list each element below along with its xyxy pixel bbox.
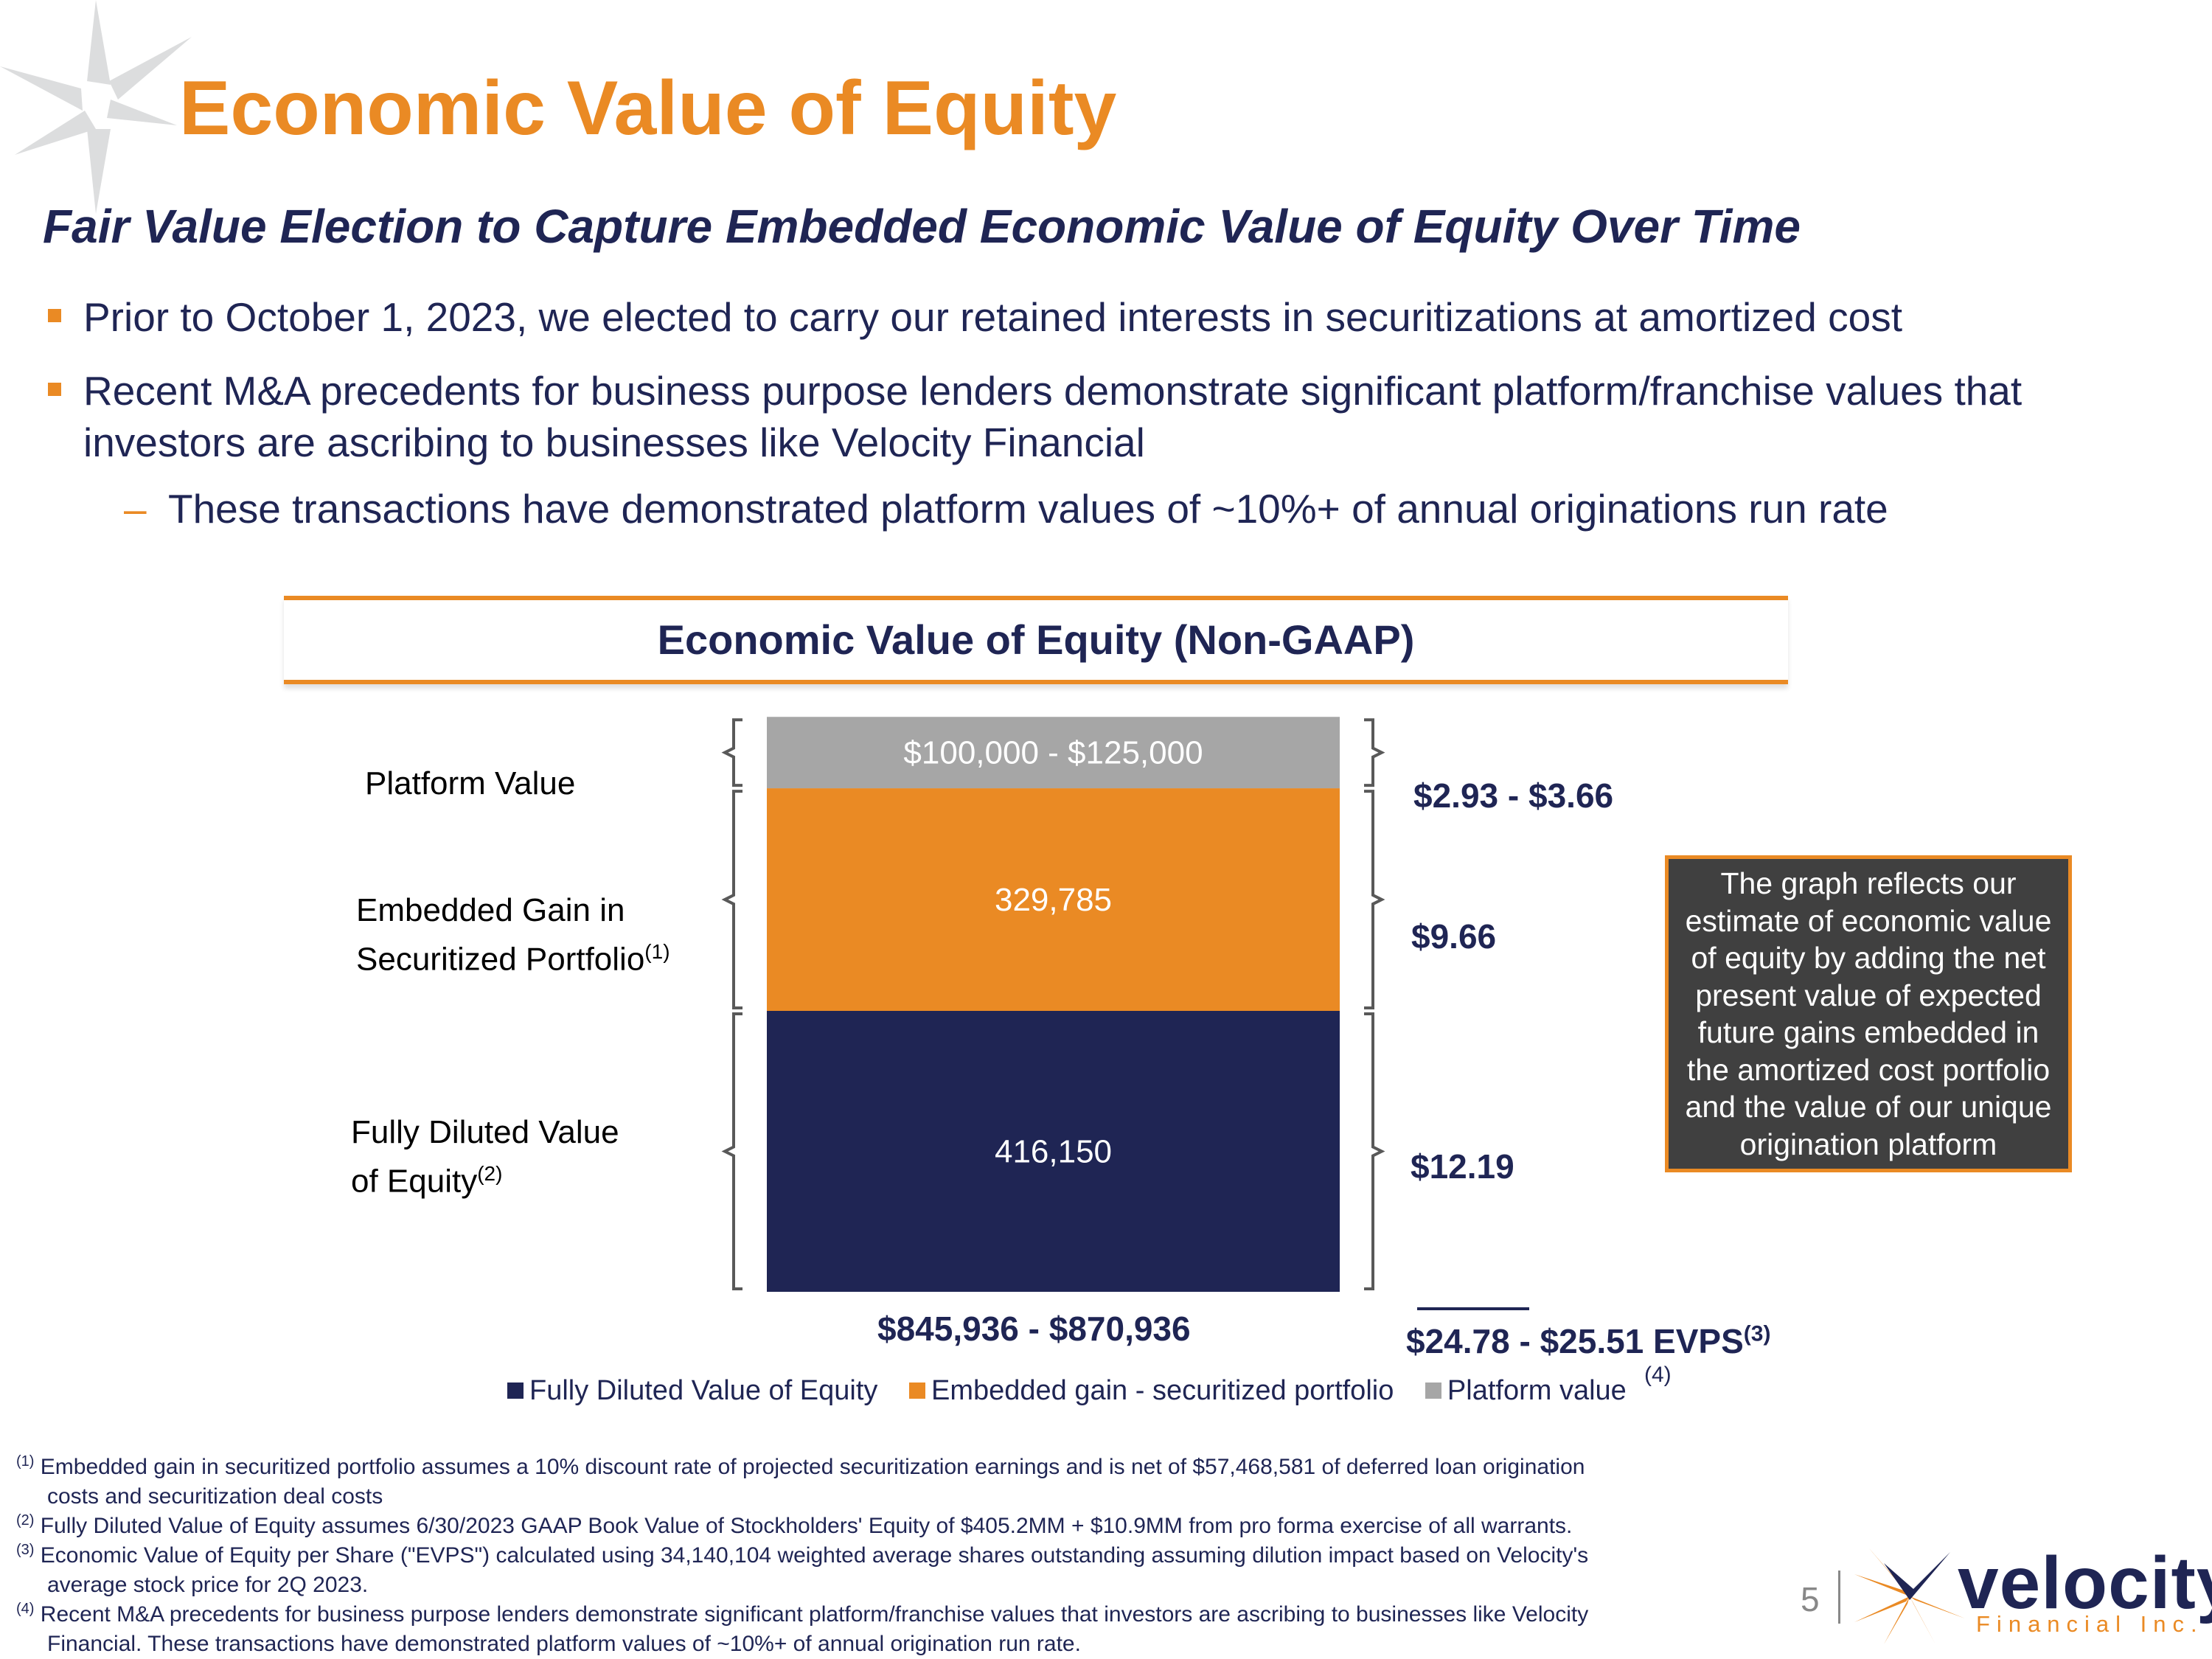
chart-legend: Fully Diluted Value of Equity Embedded g… [507,1374,1650,1407]
row-label-embedded-sup: (1) [644,940,670,963]
legend-label: Platform value [1447,1374,1627,1406]
footnote-text: Recent M&A precedents for business purpo… [40,1602,1589,1627]
row-label-embedded-line1: Embedded Gain in [356,892,625,928]
page-separator [1838,1571,1840,1624]
footnote-text-cont: average stock price for 2Q 2023. [47,1573,369,1597]
evps-sup: (3) [1743,1321,1771,1346]
total-value-label: $845,936 - $870,936 [877,1310,1191,1348]
evps-text: $24.78 - $25.51 EVPS [1406,1322,1744,1360]
legend-item-platform: Platform value [1425,1375,1627,1407]
legend-item-embedded: Embedded gain - securitized portfolio [908,1374,1394,1407]
row-label-embedded-line2: Securitized Portfolio [356,941,645,978]
right-bracket-0 [1364,1012,1385,1290]
per-share-equity: $12.19 [1411,1147,1514,1186]
chart-title: Economic Value of Equity (Non-GAAP) [284,596,1788,684]
bar-segment-2 [767,717,1340,789]
bullet-text: Prior to October 1, 2023, we elected to … [83,294,1902,340]
bullet-item: Prior to October 1, 2023, we elected to … [48,291,2163,343]
left-bracket-1 [721,790,742,1009]
row-label-platform-text: Platform Value [365,765,576,801]
legend-swatch-navy-icon [507,1382,524,1399]
footnote-text-cont: costs and securitization deal costs [47,1484,383,1509]
row-label-equity-line1: Fully Diluted Value [351,1114,619,1150]
dash-icon: – [124,486,147,532]
left-bracket-0 [721,1012,742,1290]
page-subtitle: Fair Value Election to Capture Embedded … [43,200,1801,253]
page-title: Economic Value of Equity [179,66,1117,151]
legend-swatch-orange-icon [908,1382,925,1399]
row-label-platform: Platform Value [365,763,575,804]
sub-bullet-text: These transactions have demonstrated pla… [168,486,1888,532]
bullet-square-icon [48,309,61,322]
sub-bullet-item: – These transactions have demonstrated p… [124,483,2122,535]
row-label-equity-line2: of Equity [351,1163,478,1200]
velocity-logo-icon [1854,1548,1965,1644]
footnote-3: (3) Economic Value of Equity per Share (… [16,1535,1808,1600]
footnote-mark: (3) [16,1542,35,1558]
left-bracket-2 [721,718,742,787]
bullet-item: Recent M&A precedents for business purpo… [48,365,2163,468]
evps-label: $24.78 - $25.51 EVPS(3) [1406,1321,1770,1361]
evps-sum-line [1417,1307,1529,1310]
legend-swatch-gray-icon [1425,1382,1441,1399]
evps-note: (4) [1644,1363,1672,1387]
callout-box: The graph reflects our estimate of econo… [1665,855,2072,1172]
row-label-equity: Fully Diluted Value of Equity(2) [351,1112,619,1203]
star-decoration-icon [0,0,192,214]
footnote-mark: (2) [16,1512,35,1528]
row-label-equity-sup: (2) [477,1162,503,1185]
footnote-1: (1) Embedded gain in securitized portfol… [16,1447,1808,1512]
bar-segment-1 [767,788,1340,1011]
right-bracket-2 [1364,718,1385,787]
legend-item-equity: Fully Diluted Value of Equity [507,1375,877,1407]
bullet-square-icon [48,383,61,396]
bullet-text: Recent M&A precedents for business purpo… [83,368,2023,465]
page-number: 5 [1801,1580,1820,1618]
bar-segment-0 [767,1011,1340,1292]
bar-data-label-1: 329,785 [995,882,1112,918]
bar-data-label-2: $100,000 - $125,000 [903,735,1203,771]
row-label-embedded: Embedded Gain in Securitized Portfolio(1… [356,890,670,981]
footnote-text-cont: Financial. These transactions have demon… [47,1632,1081,1656]
right-bracket-1 [1364,790,1385,1009]
footnote-mark: (4) [16,1601,35,1617]
logo-subtitle: Financial Inc. [1976,1611,2204,1637]
per-share-embedded: $9.66 [1411,917,1497,956]
legend-label: Fully Diluted Value of Equity [529,1374,878,1406]
footnote-text: Economic Value of Equity per Share ("EVP… [40,1543,1589,1568]
footnote-mark: (1) [16,1453,35,1470]
per-share-platform: $2.93 - $3.66 [1413,776,1614,815]
footnote-text: Fully Diluted Value of Equity assumes 6/… [40,1514,1573,1538]
footnote-4: (4) Recent M&A precedents for business p… [16,1594,1808,1659]
legend-label: Embedded gain - securitized portfolio [931,1374,1394,1406]
bar-data-label-0: 416,150 [995,1134,1112,1170]
footnote-2: (2) Fully Diluted Value of Equity assume… [16,1506,1808,1541]
callout-text: The graph reflects our estimate of econo… [1685,866,2052,1161]
footnote-text: Embedded gain in securitized portfolio a… [40,1455,1585,1479]
logo-wordmark: velocity [1958,1542,2212,1624]
